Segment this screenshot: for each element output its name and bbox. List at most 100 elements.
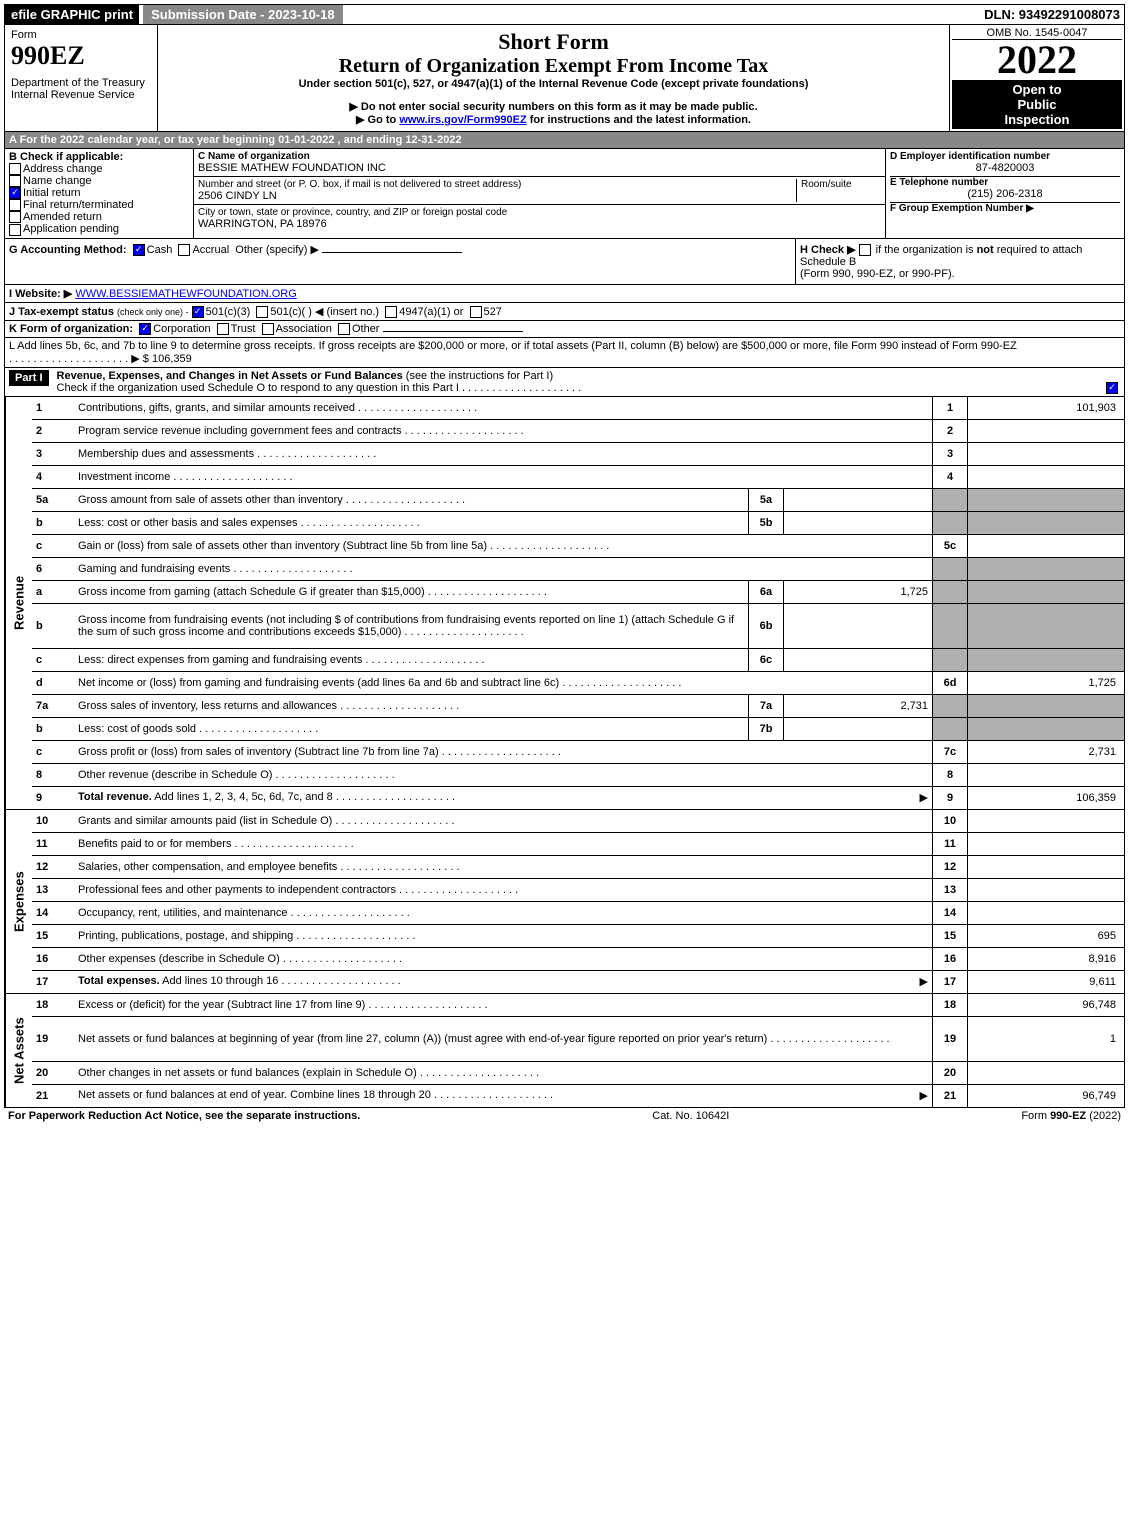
trust-checkbox[interactable] (217, 323, 229, 335)
line-description: Professional fees and other payments to … (74, 882, 932, 898)
gh-row: G Accounting Method: ✓Cash Accrual Other… (5, 238, 1124, 284)
line-number: 11 (32, 836, 74, 852)
part1-check-note: Check if the organization used Schedule … (57, 382, 459, 394)
line-value (967, 810, 1124, 832)
line-description: Gross amount from sale of assets other t… (74, 492, 748, 508)
line-description: Gross income from gaming (attach Schedul… (74, 584, 748, 600)
line-value: 2,731 (967, 741, 1124, 763)
b-checkbox[interactable] (9, 163, 21, 175)
irs-label: Internal Revenue Service (11, 89, 151, 101)
row-l-gross: L Add lines 5b, 6c, and 7b to line 9 to … (5, 337, 1124, 367)
h-checkbox[interactable] (859, 244, 871, 256)
4947-checkbox[interactable] (385, 306, 397, 318)
open-to-public: Open to Public Inspection (952, 80, 1122, 129)
l-text: L Add lines 5b, 6c, and 7b to line 9 to … (9, 340, 1017, 352)
b-checkbox[interactable] (9, 211, 21, 223)
line-value (967, 604, 1124, 648)
line-value (967, 649, 1124, 671)
table-row: 7aGross sales of inventory, less returns… (32, 695, 1124, 718)
line-description: Net assets or fund balances at end of ye… (74, 1087, 932, 1104)
line-value: 9,611 (967, 971, 1124, 993)
tel-value: (215) 206-2318 (890, 188, 1120, 200)
dots-filler (401, 425, 523, 437)
tax-year: 2022 (952, 40, 1122, 80)
dots-filler (298, 517, 420, 529)
b-checkbox[interactable]: ✓ (9, 187, 21, 199)
footer-form: Form 990-EZ (2022) (1021, 1110, 1121, 1122)
b-checkbox[interactable] (9, 175, 21, 187)
table-row: 12Salaries, other compensation, and empl… (32, 856, 1124, 879)
line-number: 18 (32, 997, 74, 1013)
line-value (967, 420, 1124, 442)
dots-filler (337, 700, 459, 712)
efile-print-label[interactable]: efile GRAPHIC print (5, 5, 139, 24)
row-k-form-org: K Form of organization: ✓Corporation Tru… (5, 320, 1124, 337)
other-specify-field[interactable] (322, 252, 462, 253)
c-name-label: C Name of organization (198, 151, 881, 162)
part1-schedule-o-checkbox[interactable]: ✓ (1106, 382, 1118, 394)
dots-filler (425, 586, 547, 598)
dots-filler (280, 953, 402, 965)
assoc-checkbox[interactable] (262, 323, 274, 335)
room-suite-label: Room/suite (796, 179, 881, 202)
dots-filler (365, 999, 487, 1011)
527-checkbox[interactable] (470, 306, 482, 318)
footer-catno: Cat. No. 10642I (652, 1110, 729, 1122)
cash-checkbox[interactable]: ✓ (133, 244, 145, 256)
line-value (967, 558, 1124, 580)
dots-filler (230, 563, 352, 575)
line-code: 17 (932, 971, 967, 993)
line-number: 12 (32, 859, 74, 875)
line-number: 10 (32, 813, 74, 829)
irs-link[interactable]: www.irs.gov/Form990EZ (399, 114, 526, 126)
sub-line-value (784, 718, 932, 740)
corp-checkbox[interactable]: ✓ (139, 323, 151, 335)
footer-paperwork: For Paperwork Reduction Act Notice, see … (8, 1110, 360, 1122)
dots-filler (288, 907, 410, 919)
org-city: WARRINGTON, PA 18976 (198, 218, 881, 230)
website-link[interactable]: WWW.BESSIEMATHEWFOUNDATION.ORG (75, 288, 296, 300)
row-j-status: J Tax-exempt status (check only one) - ✓… (5, 302, 1124, 320)
line-description: Gross income from fundraising events (no… (74, 612, 748, 640)
line-value: 695 (967, 925, 1124, 947)
accrual-checkbox[interactable] (178, 244, 190, 256)
table-row: 6Gaming and fundraising events (32, 558, 1124, 581)
form-number: 990EZ (11, 41, 151, 71)
netassets-label: Net Assets (5, 994, 32, 1107)
b-option: Amended return (9, 211, 189, 223)
h-text1: if the organization is (876, 244, 977, 256)
expenses-label: Expenses (5, 810, 32, 993)
line-number: 20 (32, 1065, 74, 1081)
501c-checkbox[interactable] (256, 306, 268, 318)
other-org-checkbox[interactable] (338, 323, 350, 335)
other-org-field[interactable] (383, 331, 523, 332)
501c3-checkbox[interactable]: ✓ (192, 306, 204, 318)
netassets-section: Net Assets 18Excess or (deficit) for the… (5, 993, 1124, 1107)
line-code (932, 649, 967, 671)
b-checkbox[interactable] (9, 224, 21, 236)
line-description: Investment income (74, 469, 932, 485)
dots-filler (417, 1067, 539, 1079)
b-checkbox[interactable] (9, 199, 21, 211)
dots-filler (231, 838, 353, 850)
dots-filler (559, 677, 681, 689)
line-code: 5c (932, 535, 967, 557)
table-row: 13Professional fees and other payments t… (32, 879, 1124, 902)
page-footer: For Paperwork Reduction Act Notice, see … (4, 1108, 1125, 1124)
line-value (967, 1062, 1124, 1084)
accrual-label: Accrual (192, 244, 229, 256)
other-label: Other (specify) ▶ (235, 244, 319, 256)
footer-form-pre: Form (1021, 1110, 1050, 1122)
arrow-icon: ▶ (920, 1089, 928, 1102)
dots-filler (170, 471, 292, 483)
arrow-icon: ▶ (920, 791, 928, 804)
j-note: (check only one) - (117, 307, 189, 317)
line-number: c (32, 538, 74, 554)
col-def: D Employer identification number 87-4820… (886, 149, 1124, 238)
j-501c: 501(c)( ) ◀ (insert no.) (270, 306, 379, 318)
dept-treasury: Department of the Treasury (11, 77, 151, 89)
line-code: 10 (932, 810, 967, 832)
line-number: a (32, 584, 74, 600)
table-row: bLess: cost or other basis and sales exp… (32, 512, 1124, 535)
subtitle: Under section 501(c), 527, or 4947(a)(1)… (162, 78, 945, 90)
